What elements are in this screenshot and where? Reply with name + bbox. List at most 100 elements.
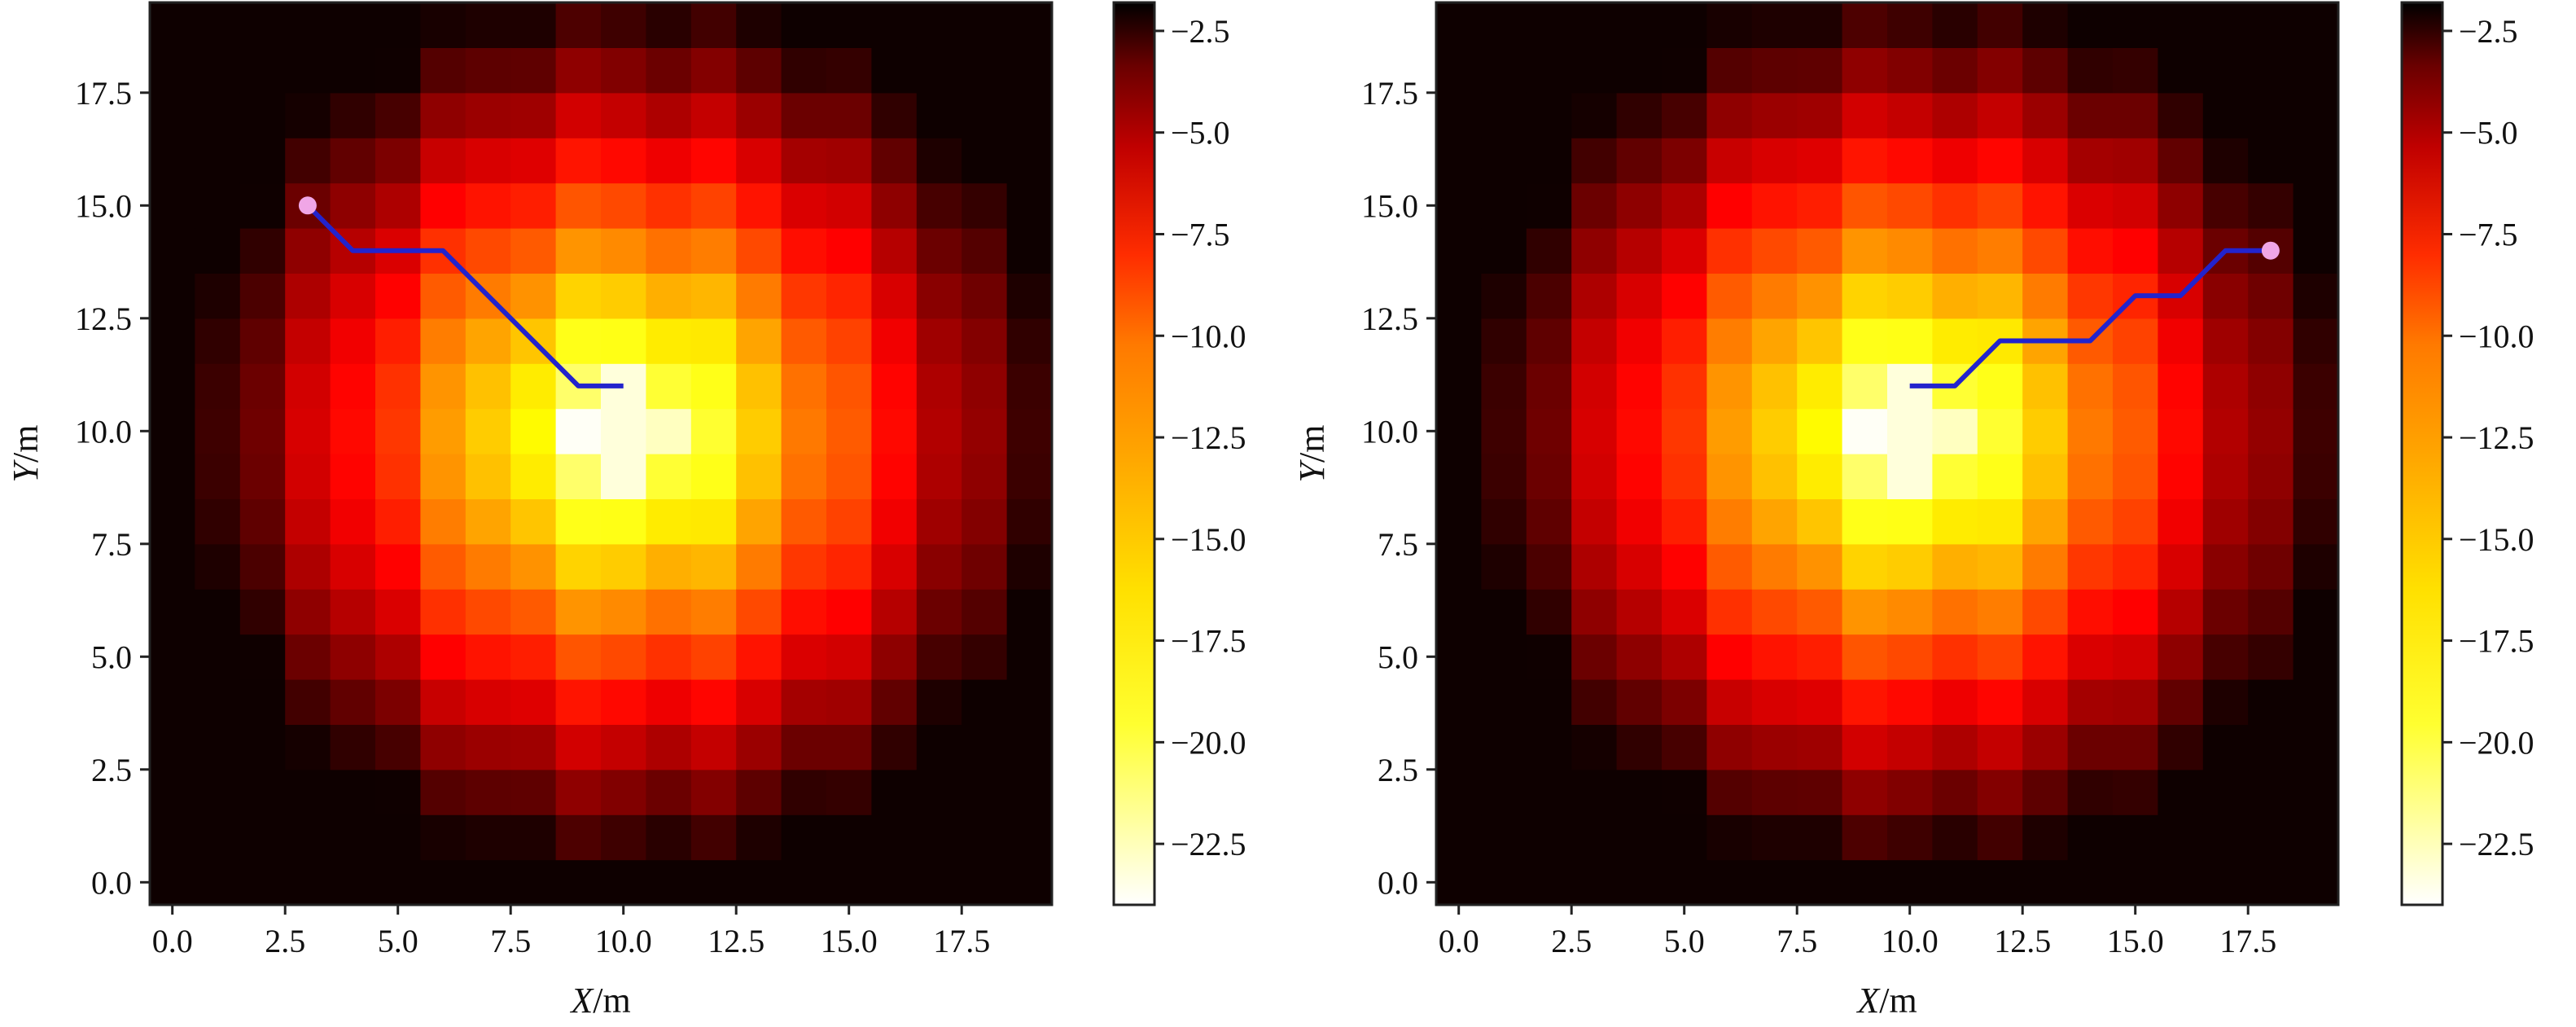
heatmap-cell (1526, 634, 1572, 680)
path-start-marker (2261, 241, 2280, 260)
heatmap-cell (736, 589, 782, 635)
heatmap-cell (465, 92, 511, 138)
heatmap-cell (420, 318, 467, 364)
heatmap-cell (916, 543, 962, 590)
heatmap-cell (555, 634, 602, 680)
heatmap-cell (646, 814, 692, 861)
heatmap-cell (2293, 769, 2339, 815)
heatmap-cell (1887, 724, 1933, 770)
heatmap-cell (2293, 724, 2339, 770)
heatmap-cell (690, 814, 737, 861)
heatmap-cell (1887, 498, 1933, 545)
heatmap-cell (1571, 2, 1618, 48)
heatmap-cell (601, 679, 646, 725)
heatmap-cell (826, 859, 872, 906)
heatmap-cell (375, 47, 421, 94)
heatmap-cell (1887, 273, 1933, 319)
heatmap-cell (2293, 589, 2339, 635)
heatmap-cell (1526, 589, 1572, 635)
heatmap-cell (1887, 2, 1933, 48)
heatmap-cell (2022, 363, 2069, 410)
heatmap-cell (736, 318, 782, 364)
x-tick-label: 17.5 (933, 923, 990, 959)
heatmap-cell (1481, 859, 1527, 906)
heatmap-cell (285, 859, 331, 906)
heatmap-cell (1436, 92, 1482, 138)
heatmap-cell (1932, 273, 1978, 319)
heatmap-cell (690, 543, 737, 590)
heatmap-cell (2158, 92, 2204, 138)
heatmap-cell (239, 679, 286, 725)
heatmap-cell (375, 92, 421, 138)
heatmap-cell (375, 769, 421, 815)
heatmap-cell (736, 724, 782, 770)
heatmap-cell (1571, 363, 1618, 410)
x-axis-label: X/m (569, 981, 630, 1020)
heatmap-cell (1436, 769, 1482, 815)
heatmap-cell (195, 92, 241, 138)
heatmap-cell (375, 454, 421, 499)
heatmap-cell (510, 182, 557, 229)
heatmap-cell (781, 454, 827, 499)
heatmap-cell (2022, 138, 2069, 184)
heatmap-cell (916, 273, 962, 319)
heatmap-cell (2067, 363, 2114, 410)
heatmap-cell (1526, 724, 1572, 770)
y-tick-label: 7.5 (91, 526, 132, 563)
heatmap-cell (826, 47, 872, 94)
heatmap-cell (285, 814, 331, 861)
heatmap-cell (1842, 814, 1888, 861)
heatmap-cell (646, 724, 692, 770)
heatmap-cell (1842, 769, 1888, 815)
heatmap-cell (1436, 2, 1482, 48)
heatmap-cell (1977, 859, 2023, 906)
heatmap-cell (330, 138, 376, 184)
heatmap-cell (555, 543, 602, 590)
heatmap-cell (781, 273, 827, 319)
heatmap-cell (555, 724, 602, 770)
heatmap-cell (690, 408, 737, 454)
heatmap-cell (1481, 47, 1527, 94)
heatmap-cell (1662, 454, 1707, 499)
heatmap-cell (330, 47, 376, 94)
y-tick-label: 17.5 (1361, 75, 1418, 112)
x-tick-label: 5.0 (1664, 923, 1705, 959)
heatmap-cell (1481, 634, 1527, 680)
y-tick-label: 15.0 (1361, 187, 1418, 224)
heatmap-cell (1932, 769, 1978, 815)
heatmap-cell (285, 318, 331, 364)
heatmap-cell (239, 228, 286, 274)
heatmap-cell (1526, 498, 1572, 545)
heatmap-cell (1977, 769, 2023, 815)
heatmap-cell (2248, 454, 2294, 499)
heatmap-cell (375, 408, 421, 454)
heatmap-cell (916, 2, 962, 48)
heatmap-cell (1616, 724, 1663, 770)
heatmap-cell (1526, 814, 1572, 861)
heatmap-cell (2022, 454, 2069, 499)
heatmap-cell (1006, 589, 1053, 635)
heatmap-cell (1977, 47, 2023, 94)
heatmap-cell (285, 769, 331, 815)
heatmap-cell (2202, 92, 2249, 138)
heatmap-cell (1887, 47, 1933, 94)
heatmap-cell (601, 273, 646, 319)
heatmap-cell (1571, 318, 1618, 364)
heatmap-cell (2067, 769, 2114, 815)
heatmap-cell (2202, 273, 2249, 319)
heatmap-cell (420, 454, 467, 499)
heatmap-cell (826, 634, 872, 680)
heatmap-cell (1842, 679, 1888, 725)
heatmap-cell (510, 859, 557, 906)
heatmap-cell (1887, 454, 1933, 499)
heatmap-cell (1616, 679, 1663, 725)
heatmap-cell (826, 679, 872, 725)
heatmap-cell (1436, 543, 1482, 590)
heatmap-cell (555, 2, 602, 48)
heatmap-cell (465, 634, 511, 680)
heatmap-cell (962, 589, 1008, 635)
heatmap-cell (826, 273, 872, 319)
heatmap-cell (2158, 2, 2204, 48)
heatmap-cell (420, 769, 467, 815)
heatmap-cell (2248, 769, 2294, 815)
